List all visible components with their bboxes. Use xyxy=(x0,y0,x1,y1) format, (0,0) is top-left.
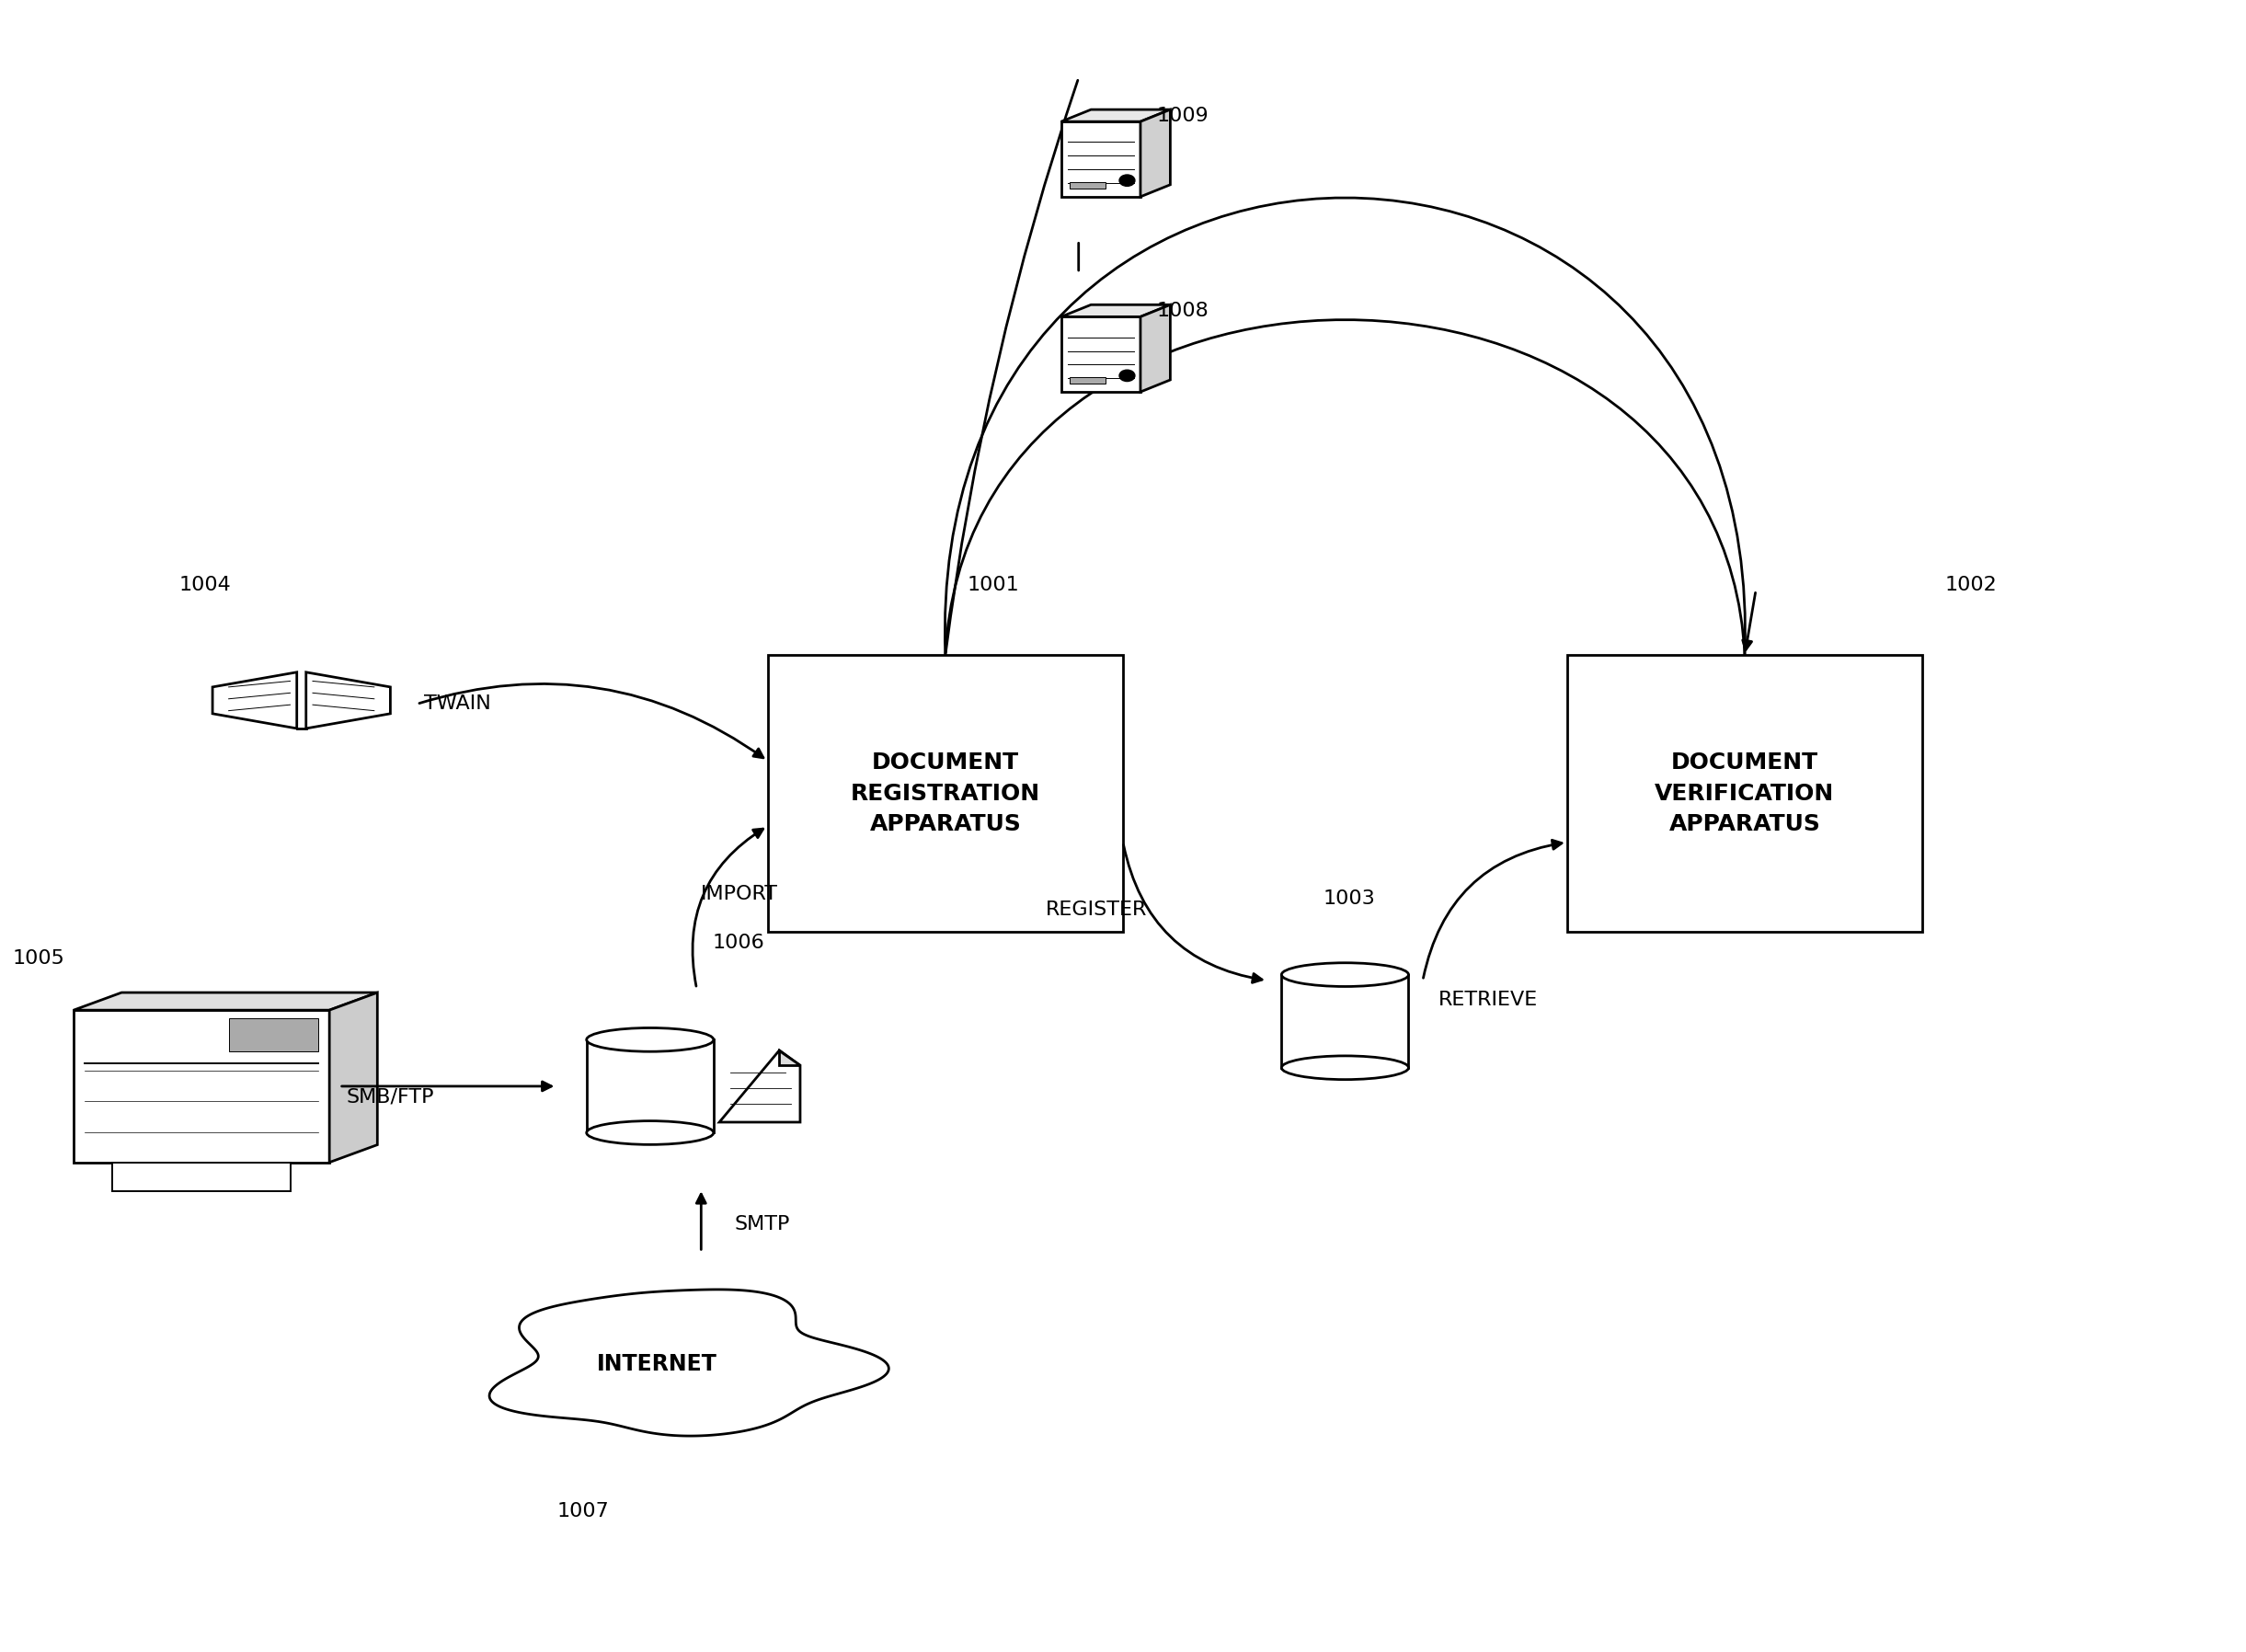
Polygon shape xyxy=(1141,109,1170,197)
Polygon shape xyxy=(490,1290,889,1436)
Text: SMB/FTP: SMB/FTP xyxy=(346,1087,433,1107)
Ellipse shape xyxy=(586,1122,714,1145)
Text: 1002: 1002 xyxy=(1945,575,1997,593)
Text: INTERNET: INTERNET xyxy=(597,1353,716,1376)
Ellipse shape xyxy=(586,1028,714,1052)
Polygon shape xyxy=(1060,317,1141,392)
Polygon shape xyxy=(779,1051,800,1066)
Polygon shape xyxy=(1282,975,1408,1067)
Text: 1004: 1004 xyxy=(180,575,231,593)
FancyBboxPatch shape xyxy=(1069,377,1105,383)
Polygon shape xyxy=(330,993,377,1163)
FancyBboxPatch shape xyxy=(229,1018,319,1052)
Text: 1007: 1007 xyxy=(557,1503,609,1521)
FancyBboxPatch shape xyxy=(1069,182,1105,188)
Circle shape xyxy=(1119,370,1134,382)
Text: DOCUMENT
VERIFICATION
APPARATUS: DOCUMENT VERIFICATION APPARATUS xyxy=(1655,752,1835,836)
Text: 1005: 1005 xyxy=(13,950,65,968)
Polygon shape xyxy=(74,1009,330,1163)
Text: 1001: 1001 xyxy=(968,575,1020,593)
Polygon shape xyxy=(1060,109,1170,122)
Text: RETRIEVE: RETRIEVE xyxy=(1437,990,1539,1009)
Circle shape xyxy=(1119,175,1134,187)
Polygon shape xyxy=(1060,304,1170,317)
Text: 1003: 1003 xyxy=(1323,889,1375,907)
Ellipse shape xyxy=(1282,963,1408,986)
Polygon shape xyxy=(1060,122,1141,197)
Polygon shape xyxy=(1141,304,1170,392)
Text: REGISTER: REGISTER xyxy=(1044,900,1148,919)
FancyBboxPatch shape xyxy=(1568,656,1923,932)
Text: DOCUMENT
REGISTRATION
APPARATUS: DOCUMENT REGISTRATION APPARATUS xyxy=(851,752,1040,836)
Text: SMTP: SMTP xyxy=(734,1214,791,1232)
FancyBboxPatch shape xyxy=(768,656,1123,932)
Text: 1008: 1008 xyxy=(1157,302,1208,320)
Polygon shape xyxy=(213,672,296,729)
Text: 1009: 1009 xyxy=(1157,107,1208,126)
Polygon shape xyxy=(719,1051,800,1122)
Polygon shape xyxy=(586,1039,714,1133)
Polygon shape xyxy=(112,1163,292,1191)
Polygon shape xyxy=(74,993,377,1009)
Text: 1006: 1006 xyxy=(712,933,764,952)
Ellipse shape xyxy=(1282,1056,1408,1079)
Polygon shape xyxy=(305,672,391,729)
Text: IMPORT: IMPORT xyxy=(701,884,779,904)
Text: TWAIN: TWAIN xyxy=(424,694,490,712)
